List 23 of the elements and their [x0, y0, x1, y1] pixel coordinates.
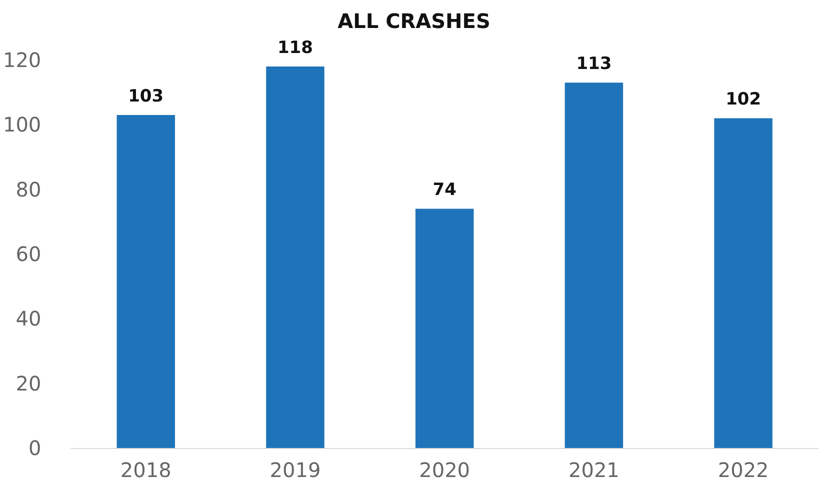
x-tick-label: 2021 — [568, 458, 620, 482]
chart-title: ALL CRASHES — [338, 9, 490, 33]
bar — [564, 82, 624, 448]
x-tick-label: 2022 — [718, 458, 769, 482]
bar — [714, 118, 772, 448]
y-tick-label: 40 — [16, 306, 42, 331]
data-label: 118 — [277, 38, 313, 58]
data-label: 103 — [128, 86, 164, 106]
y-tick-label: 80 — [16, 177, 42, 202]
y-tick-label: 60 — [16, 242, 42, 266]
y-tick-label: 0 — [28, 436, 42, 460]
y-tick-label: 20 — [16, 371, 42, 396]
x-tick-label: 2019 — [270, 458, 321, 482]
x-tick-label: 2020 — [419, 458, 470, 482]
y-tick-label: 100 — [2, 112, 42, 137]
bar — [116, 114, 175, 448]
data-label: 102 — [726, 90, 762, 110]
bar — [415, 208, 474, 448]
data-label: 113 — [576, 54, 612, 74]
y-tick-label: 120 — [2, 48, 42, 72]
data-label: 74 — [432, 180, 457, 200]
bar — [266, 66, 324, 448]
x-tick-label: 2018 — [120, 458, 172, 482]
